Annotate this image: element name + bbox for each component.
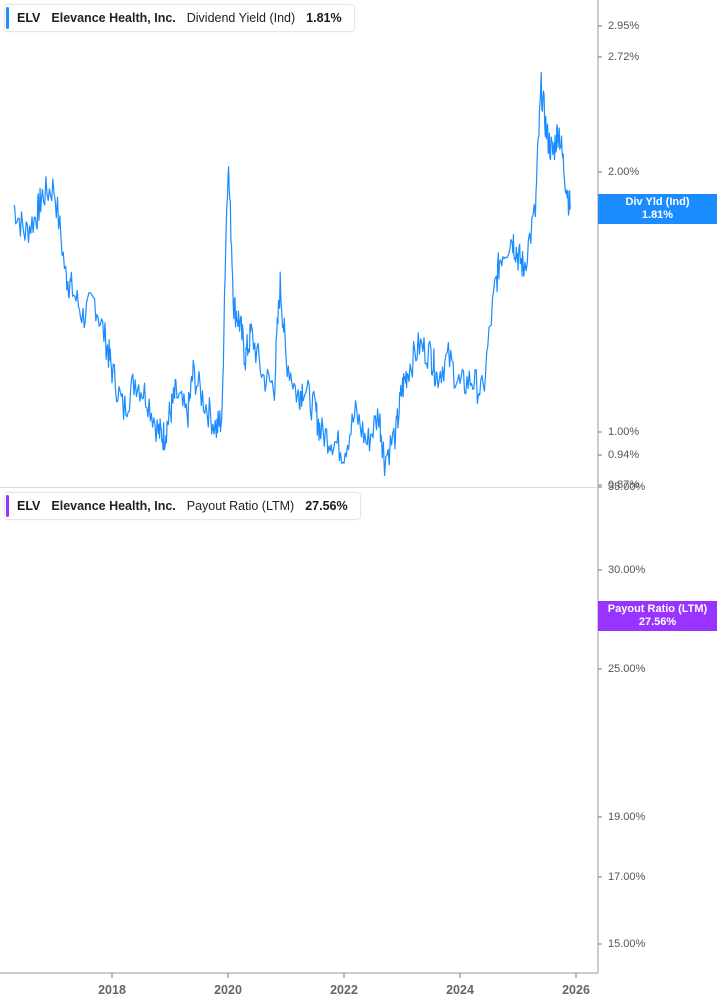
dividend-yield-value-badge: Div Yld (Ind) 1.81% [598, 194, 717, 224]
y-axis-tick-label: 15.00% [608, 938, 646, 950]
legend-ticker: ELV [17, 11, 41, 25]
badge-value: 27.56% [638, 616, 677, 628]
y-axis-tick-label: 30.00% [608, 564, 646, 576]
badge-label: Div Yld (Ind) [625, 196, 690, 208]
legend-company: Elevance Health, Inc. [51, 11, 176, 25]
x-axis-tick-label: 2022 [330, 983, 358, 997]
dividend-yield-panel: ELV Elevance Health, Inc. Dividend Yield… [0, 0, 717, 491]
series-color-swatch [6, 495, 9, 517]
dividend-yield-line-chart [0, 0, 602, 488]
legend-value: 27.56% [305, 499, 348, 513]
legend-metric: Payout Ratio (LTM) [186, 499, 295, 513]
legend-metric: Dividend Yield (Ind) [186, 11, 296, 25]
badge-label: Payout Ratio (LTM) [607, 603, 708, 615]
y-axis-tick-label: 0.87% [608, 479, 640, 491]
dividend-yield-legend[interactable]: ELV Elevance Health, Inc. Dividend Yield… [4, 4, 355, 32]
y-axis-tick-label: 2.00% [608, 166, 640, 178]
x-axis-tick-label: 2024 [446, 983, 474, 997]
x-axis-tick-label: 2018 [98, 983, 126, 997]
y-axis-tick-label: 19.00% [608, 811, 646, 823]
y-axis-tick-label: 2.72% [608, 51, 640, 63]
payout-ratio-value-badge: Payout Ratio (LTM) 27.56% [598, 601, 717, 631]
y-axis-tick-label: 17.00% [608, 871, 646, 883]
x-axis-tick-label: 2026 [562, 983, 590, 997]
y-axis-tick-label: 0.94% [608, 449, 640, 461]
y-axis-tick-label: 25.00% [608, 663, 646, 675]
y-axis-tick-label: 1.00% [608, 426, 640, 438]
legend-company: Elevance Health, Inc. [51, 499, 176, 513]
payout-ratio-legend[interactable]: ELV Elevance Health, Inc. Payout Ratio (… [4, 492, 361, 520]
y-axis-tick-label: 2.95% [608, 20, 640, 32]
badge-value: 1.81% [641, 209, 674, 221]
legend-value: 1.81% [306, 11, 342, 25]
x-axis-tick-label: 2020 [214, 983, 242, 997]
series-color-swatch [6, 7, 9, 29]
legend-ticker: ELV [17, 499, 41, 513]
